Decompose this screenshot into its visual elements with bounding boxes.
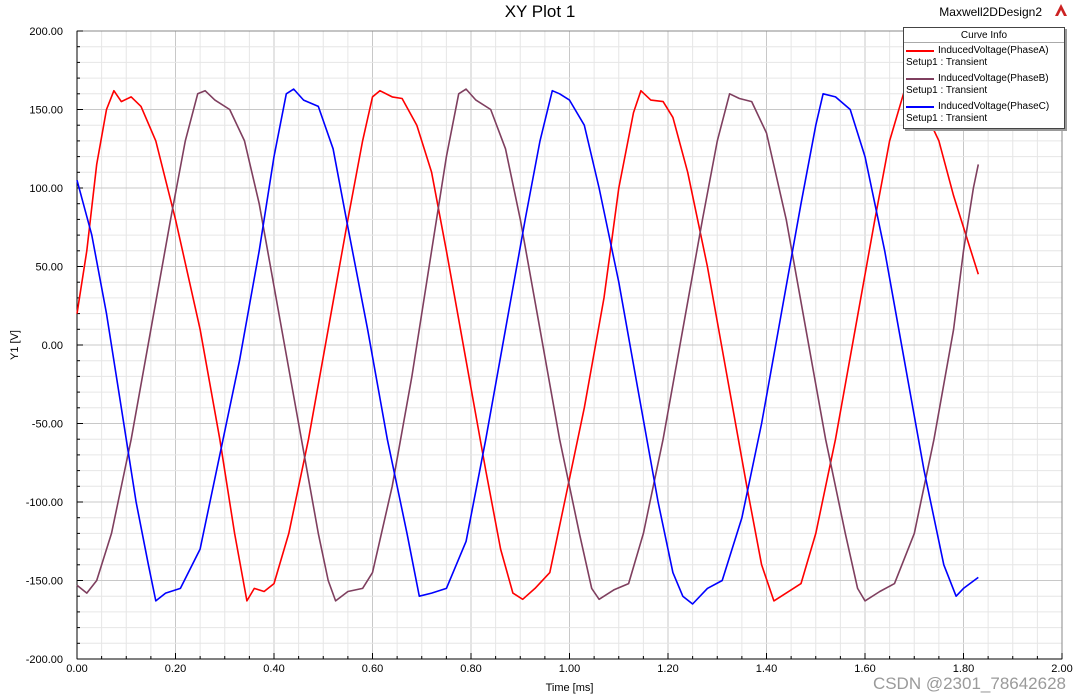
x-tick-label: 1.40 xyxy=(756,663,777,675)
x-tick-label: 0.20 xyxy=(165,663,186,675)
x-tick-label: 1.20 xyxy=(657,663,678,675)
y-tick-label: -50.00 xyxy=(32,419,63,431)
y-tick-label: 50.00 xyxy=(35,262,63,274)
series-line-phase-c xyxy=(76,88,979,605)
legend-header: Curve Info xyxy=(904,28,1064,43)
chart-axes: 0.00 0.20 0.40 0.60 0.80 1.00 1.20 1.40 1.60 1.80… xyxy=(9,26,1073,694)
y-tick-label: 200.00 xyxy=(29,26,63,38)
y-axis-label: Y1 [V] xyxy=(9,330,21,360)
y-tick-label: -100.00 xyxy=(26,497,63,509)
legend-swatch-phase-b xyxy=(906,78,934,80)
legend-entry-phase-a[interactable]: InducedVoltage(PhaseA) Setup1 : Transien… xyxy=(904,43,1064,71)
x-tick-label: 1.60 xyxy=(854,663,875,675)
chart-series-group xyxy=(76,88,980,605)
y-tick-label: 0.00 xyxy=(42,340,63,352)
legend-name-phase-c: InducedVoltage(PhaseC) xyxy=(938,101,1050,112)
y-tick-label: 100.00 xyxy=(29,183,63,195)
x-tick-label: 0.00 xyxy=(66,663,87,675)
y-tick-label: 150.00 xyxy=(29,105,63,117)
y-tick-label: -150.00 xyxy=(26,576,63,588)
series-line-phase-a xyxy=(76,89,980,602)
x-tick-label: 1.00 xyxy=(559,663,580,675)
y-tick-label: -200.00 xyxy=(26,654,63,666)
legend-name-phase-a: InducedVoltage(PhaseA) xyxy=(938,45,1049,56)
design-name: Maxwell2DDesign2 xyxy=(939,5,1042,19)
x-tick-label: 0.60 xyxy=(362,663,383,675)
chart-grid xyxy=(76,30,1063,660)
legend-entry-phase-b[interactable]: InducedVoltage(PhaseB) Setup1 : Transien… xyxy=(904,71,1064,99)
legend-setup-phase-b: Setup1 : Transient xyxy=(906,85,988,96)
series-line-phase-b xyxy=(76,88,980,602)
x-tick-label: 1.80 xyxy=(953,663,974,675)
x-axis-label: Time [ms] xyxy=(546,682,594,694)
ansys-logo-icon xyxy=(1055,4,1067,16)
x-tick-label: 0.80 xyxy=(460,663,481,675)
legend-swatch-phase-a xyxy=(906,50,934,52)
legend-swatch-phase-c xyxy=(906,106,934,108)
legend-name-phase-b: InducedVoltage(PhaseB) xyxy=(938,73,1049,84)
x-tick-label: 2.00 xyxy=(1051,663,1072,675)
legend-setup-phase-a: Setup1 : Transient xyxy=(906,57,988,68)
x-tick-label: 0.40 xyxy=(263,663,284,675)
chart-title: XY Plot 1 xyxy=(504,2,576,21)
curve-info-legend[interactable]: Curve Info InducedVoltage(PhaseA) Setup1… xyxy=(903,27,1065,129)
legend-entry-phase-c[interactable]: InducedVoltage(PhaseC) Setup1 : Transien… xyxy=(904,99,1064,127)
legend-setup-phase-c: Setup1 : Transient xyxy=(906,113,988,124)
watermark: CSDN @2301_78642628 xyxy=(872,674,1066,693)
